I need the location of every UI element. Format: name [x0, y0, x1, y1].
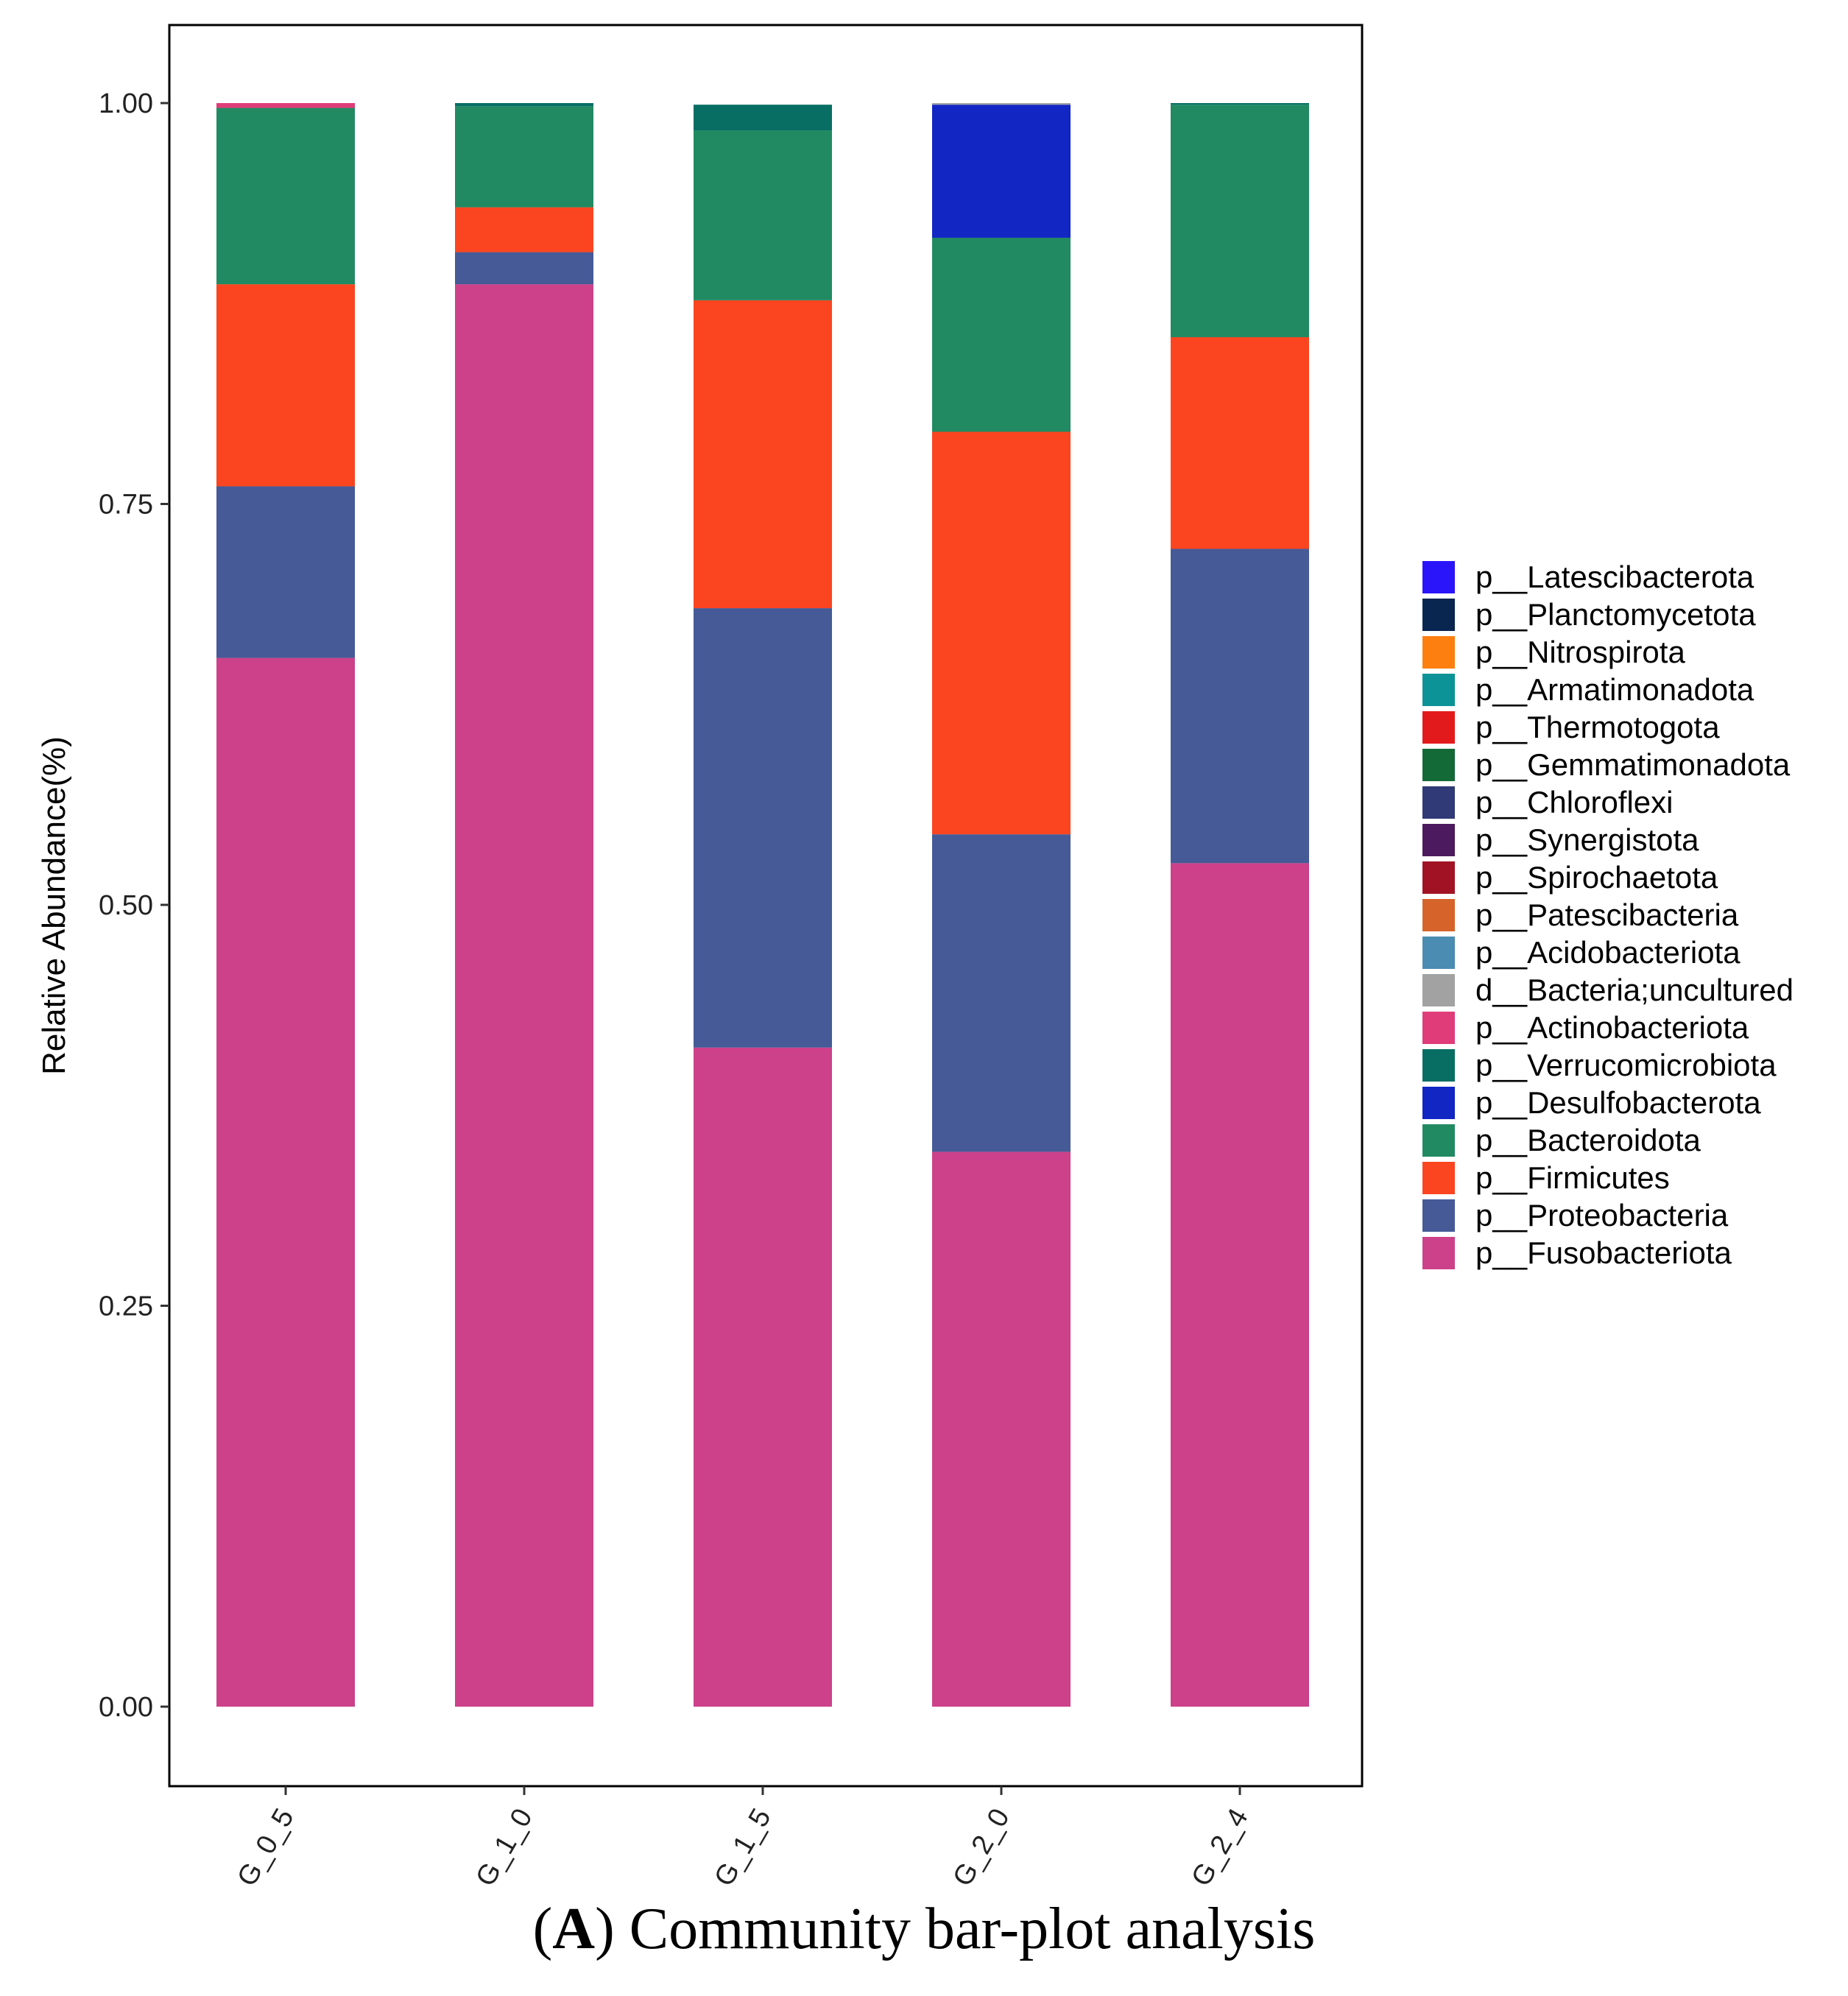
- legend-swatch: [1422, 974, 1455, 1006]
- bar-stacks: [216, 103, 1309, 1707]
- bar-segment: [216, 657, 355, 1707]
- bar-segment: [455, 106, 593, 208]
- bar-segment: [455, 207, 593, 253]
- legend-label: p__Patescibacteria: [1475, 898, 1739, 932]
- legend-label: p__Fusobacteriota: [1475, 1235, 1732, 1270]
- legend-swatch: [1422, 899, 1455, 931]
- bar-segment: [694, 608, 832, 1048]
- x-tick-label: G_2_4: [1185, 1804, 1254, 1892]
- bar-segment: [216, 107, 355, 285]
- bar-segment: [694, 1047, 832, 1707]
- y-tick-label: 0.50: [99, 890, 153, 921]
- x-tick-label: G_2_0: [947, 1804, 1015, 1892]
- legend-label: p__Verrucomicrobiota: [1475, 1048, 1777, 1082]
- y-axis-title: Relative Abundance(%): [36, 736, 72, 1075]
- legend-label: p__Latescibacterota: [1475, 560, 1754, 594]
- legend-swatch: [1422, 861, 1455, 894]
- legend-label: p__Firmicutes: [1475, 1160, 1670, 1195]
- legend-label: p__Proteobacteria: [1475, 1198, 1729, 1232]
- legend-swatch: [1422, 1162, 1455, 1194]
- legend-swatch: [1422, 1199, 1455, 1232]
- legend-label: d__Bacteria;uncultured: [1475, 973, 1794, 1007]
- legend-label: p__Planctomycetota: [1475, 597, 1756, 632]
- bar-segment: [932, 105, 1071, 238]
- legend-swatch: [1422, 711, 1455, 744]
- y-tick-label: 0.75: [99, 490, 153, 521]
- legend: p__Latescibacterotap__Planctomycetotap__…: [1422, 560, 1794, 1270]
- legend-swatch: [1422, 937, 1455, 969]
- legend-swatch: [1422, 824, 1455, 856]
- legend-swatch: [1422, 599, 1455, 631]
- legend-swatch: [1422, 1049, 1455, 1082]
- bar-segment: [216, 284, 355, 487]
- caption-text: Community bar-plot analysis: [614, 1897, 1316, 1961]
- bar-segment: [932, 103, 1071, 105]
- bar-segment: [455, 103, 593, 107]
- legend-label: p__Armatimonadota: [1475, 672, 1754, 707]
- legend-label: p__Desulfobacterota: [1475, 1085, 1761, 1120]
- x-tick-label: G_1_5: [708, 1804, 777, 1892]
- legend-swatch: [1422, 749, 1455, 781]
- legend-swatch: [1422, 674, 1455, 706]
- legend-label: p__Chloroflexi: [1475, 785, 1674, 819]
- bar-segment: [455, 252, 593, 285]
- bar-segment: [932, 834, 1071, 1152]
- legend-swatch: [1422, 1237, 1455, 1269]
- bar-segment: [1171, 863, 1309, 1707]
- legend-label: p__Bacteroidota: [1475, 1123, 1701, 1157]
- legend-swatch: [1422, 1124, 1455, 1157]
- legend-label: p__Thermotogota: [1475, 710, 1720, 744]
- legend-label: p__Gemmatimonadota: [1475, 747, 1791, 782]
- x-axis: G_0_5 G_1_0 G_1_5 G_2_0 G_2_4: [231, 1786, 1255, 1892]
- legend-label: p__Actinobacteriota: [1475, 1010, 1749, 1045]
- y-tick-label: 0.00: [99, 1692, 153, 1723]
- legend-swatch: [1422, 636, 1455, 669]
- x-tick-label: G_1_0: [470, 1804, 538, 1892]
- bar-segment: [694, 300, 832, 609]
- bar-segment: [1171, 105, 1309, 337]
- y-axis: 0.00 0.25 0.50 0.75 1.00: [99, 88, 169, 1723]
- legend-swatch: [1422, 1087, 1455, 1119]
- bar-segment: [932, 237, 1071, 432]
- legend-label: p__Nitrospirota: [1475, 635, 1685, 669]
- bar-segment: [694, 130, 832, 300]
- bar-segment: [694, 105, 832, 131]
- legend-swatch: [1422, 1012, 1455, 1044]
- bar-segment: [216, 486, 355, 658]
- bar-segment: [932, 431, 1071, 835]
- caption-label: A: [552, 1897, 596, 1961]
- figure-caption: (A) Community bar-plot analysis: [532, 1897, 1316, 1961]
- bar-segment: [216, 103, 355, 108]
- legend-swatch: [1422, 561, 1455, 593]
- bar-segment: [1171, 103, 1309, 105]
- bar-segment: [1171, 336, 1309, 549]
- y-tick-label: 0.25: [99, 1291, 153, 1322]
- y-tick-label: 1.00: [99, 88, 153, 119]
- legend-label: p__Acidobacteriota: [1475, 935, 1741, 970]
- bar-segment: [1171, 549, 1309, 864]
- bar-segment: [455, 284, 593, 1707]
- legend-label: p__Spirochaetota: [1475, 860, 1718, 895]
- bar-segment: [932, 1152, 1071, 1707]
- x-tick-label: G_0_5: [231, 1804, 300, 1892]
- legend-label: p__Synergistota: [1475, 822, 1699, 857]
- legend-swatch: [1422, 786, 1455, 819]
